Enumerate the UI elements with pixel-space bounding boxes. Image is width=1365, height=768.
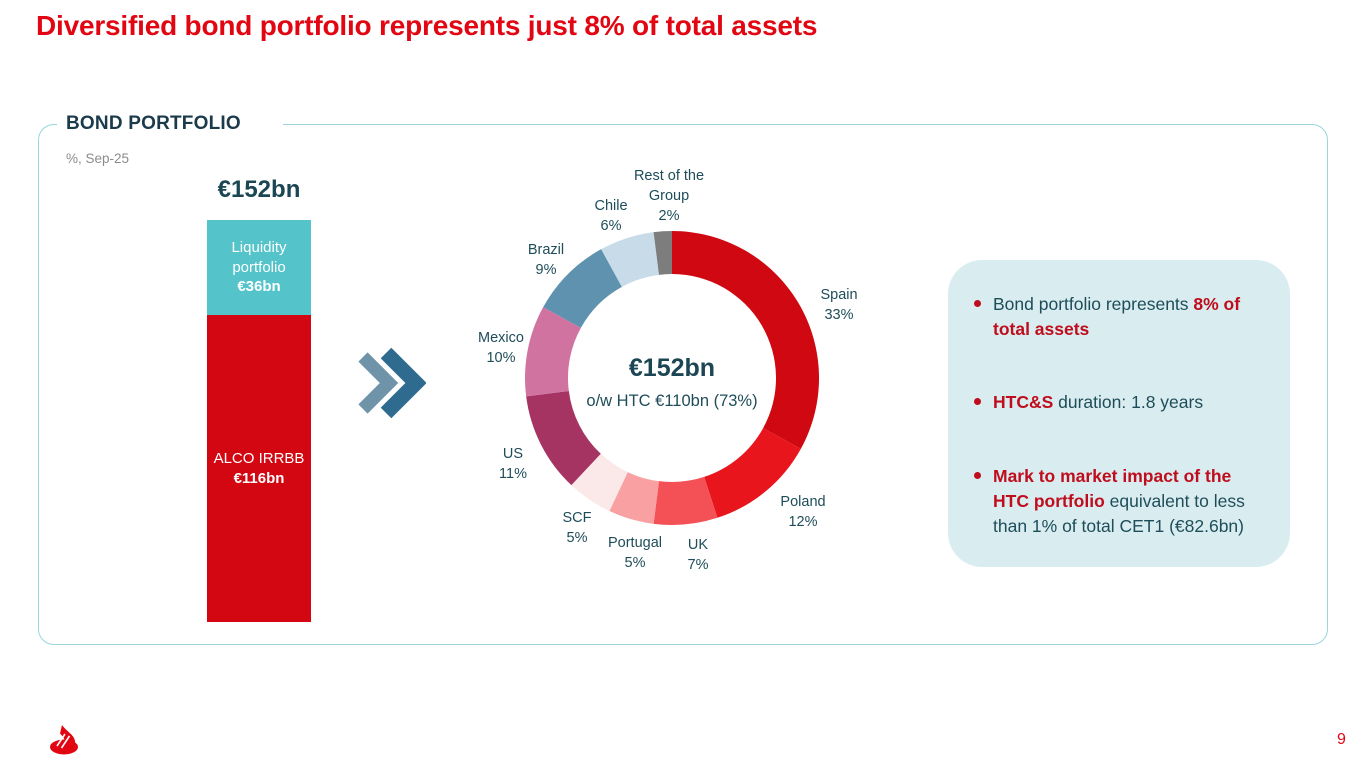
donut-chart-svg — [525, 231, 820, 526]
donut-label-line: Poland — [780, 494, 826, 510]
bullet-text-highlight: 8% of total assets — [993, 294, 1241, 339]
donut-center-labels: €152bn o/w HTC €110bn (73%) — [520, 354, 824, 411]
donut-label-line: 5% — [624, 555, 646, 571]
donut-label-line: Portugal — [607, 535, 663, 551]
donut-slice-mexico — [525, 307, 581, 397]
donut-label-brazil: Brazil 9% — [528, 240, 564, 280]
bar-segment-liquidity: Liquidity portfolio €36bn — [207, 220, 311, 316]
bullet-dot-icon — [974, 300, 981, 307]
bullet-text-plain: duration: 1.8 years — [1053, 392, 1204, 412]
bond-portfolio-panel: BOND PORTFOLIO — [38, 113, 1328, 645]
donut-center-total: €152bn — [628, 354, 716, 382]
bullet-text: HTC&S duration: 1.8 years — [993, 390, 1271, 415]
slide-title: Diversified bond portfolio represents ju… — [36, 10, 818, 41]
donut-label-line: Chile — [594, 198, 628, 214]
bar-segment-value: €116bn — [233, 469, 285, 487]
donut-slice-brazil — [543, 249, 622, 328]
bar-chart-total-label: €152bn — [217, 176, 301, 203]
callout-bullet-2: HTC&S duration: 1.8 years — [974, 390, 1271, 415]
donut-label-line: Spain — [820, 287, 858, 303]
donut-slice-poland — [704, 428, 801, 518]
donut-slice-portugal — [609, 472, 659, 524]
donut-label-line: SCF — [562, 510, 592, 526]
donut-label-uk: UK 7% — [688, 535, 709, 575]
bar-segment-value: €36bn — [237, 278, 281, 296]
donut-label-poland: Poland 12% — [780, 492, 825, 532]
unit-note: %, Sep-25 — [66, 151, 130, 166]
donut-label-rest_of_group: Rest of the Group 2% — [634, 166, 704, 226]
double-chevron-right-icon — [358, 347, 426, 419]
donut-label-line: 12% — [788, 514, 818, 530]
callout-bullet-1: Bond portfolio represents 8% of total as… — [974, 292, 1271, 342]
donut-slice-spain — [672, 231, 820, 449]
donut-label-line: 2% — [658, 208, 680, 224]
bar-segment-label: ALCO IRRBB — [213, 450, 305, 468]
bullet-text-highlight: Mark to market impact of the HTC portfol… — [993, 466, 1232, 511]
donut-label-mexico: Mexico 10% — [478, 328, 524, 368]
bullet-dot-icon — [974, 472, 981, 479]
stacked-bar-chart: Liquidity portfolio €36bn ALCO IRRBB €116bn — [207, 220, 311, 622]
donut-label-chile: Chile 6% — [594, 196, 627, 236]
donut-label-spain: Spain 33% — [820, 285, 857, 325]
donut-label-line: 11% — [499, 466, 527, 482]
donut-label-line: 6% — [600, 218, 622, 234]
donut-label-scf: SCF 5% — [563, 508, 592, 548]
bullet-text: Bond portfolio represents 8% of total as… — [993, 292, 1271, 342]
donut-label-line: 7% — [687, 557, 709, 573]
donut-label-line: UK — [687, 537, 709, 553]
bullet-text: Mark to market impact of the HTC portfol… — [993, 464, 1271, 539]
bullet-text-plain: Bond portfolio represents — [993, 294, 1194, 314]
bullet-text-plain: equivalent to less than 1% of total CET1… — [993, 491, 1245, 536]
donut-chart: €152bn o/w HTC €110bn (73%) — [520, 226, 824, 530]
donut-label-line: 33% — [824, 307, 854, 323]
bullet-dot-icon — [974, 398, 981, 405]
donut-label-line: Mexico — [478, 330, 524, 346]
donut-center-subtitle: o/w HTC €110bn (73%) — [586, 392, 758, 410]
donut-slice-uk — [653, 476, 718, 526]
donut-label-line: Rest of the — [633, 168, 705, 184]
donut-label-portugal: Portugal 5% — [608, 533, 662, 573]
donut-label-line: 10% — [486, 350, 516, 366]
bar-segment-alco: ALCO IRRBB €116bn — [207, 315, 311, 622]
donut-label-us: US 11% — [499, 444, 527, 484]
donut-slice-rest_of_group — [653, 231, 672, 275]
donut-label-line: Brazil — [527, 242, 565, 258]
donut-slice-scf — [571, 453, 628, 512]
key-messages-callout: Bond portfolio represents 8% of total as… — [948, 260, 1290, 567]
donut-label-line: Group — [648, 188, 690, 204]
page-number: 9 — [1337, 731, 1346, 748]
bar-segment-label: portfolio — [232, 258, 286, 276]
donut-slice-chile — [601, 232, 659, 287]
callout-bullet-3: Mark to market impact of the HTC portfol… — [974, 464, 1271, 539]
donut-slice-us — [526, 391, 601, 486]
donut-label-line: 9% — [535, 262, 557, 278]
bar-segment-label: Liquidity — [231, 239, 287, 257]
donut-label-line: 5% — [566, 530, 588, 546]
bullet-text-highlight: HTC&S — [993, 392, 1054, 412]
panel-heading: BOND PORTFOLIO — [66, 113, 241, 134]
santander-flame-logo — [50, 725, 78, 755]
donut-label-line: US — [502, 446, 524, 462]
